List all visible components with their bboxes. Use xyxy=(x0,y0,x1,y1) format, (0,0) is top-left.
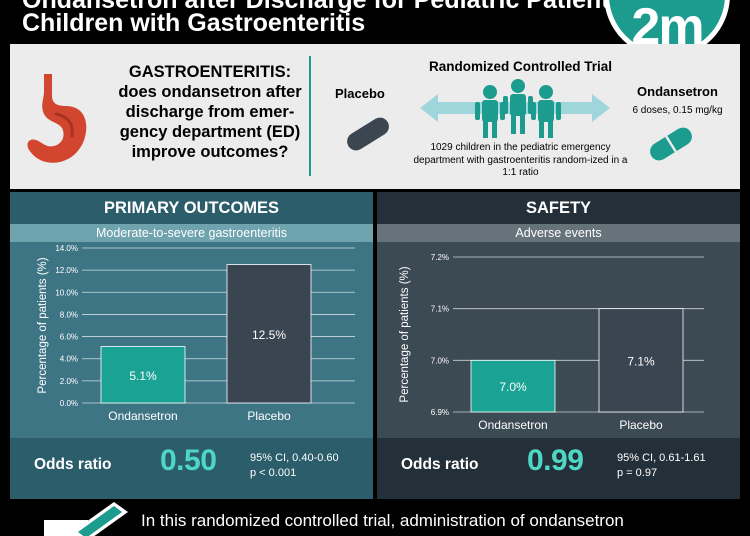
confidence-interval: 95% CI, 0.40-0.60 xyxy=(250,452,339,464)
odds-ratio-stats: 95% CI, 0.40-0.60 p < 0.001 xyxy=(250,451,339,481)
rct-description: 1029 children in the pediatric emergency… xyxy=(413,142,628,178)
y-tick-label: 12.0% xyxy=(55,266,78,275)
data-label: 5.1% xyxy=(129,369,157,383)
ondansetron-pill-icon xyxy=(650,127,692,161)
people-icon xyxy=(420,79,610,138)
y-tick-label: 2.0% xyxy=(60,377,78,386)
bar-placebo xyxy=(226,264,312,404)
rct-title: Randomized Controlled Trial xyxy=(428,59,612,74)
odds-ratio-stats: 95% CI, 0.61-1.61 p = 0.97 xyxy=(617,451,706,481)
intro-panel: GASTROENTERITIS: does ondansetron after … xyxy=(10,44,740,189)
y-axis-label: Percentage of patients (%) xyxy=(37,257,49,393)
safety-subheading: Adverse events xyxy=(377,224,740,242)
divider xyxy=(309,56,311,176)
y-tick-label: 6.0% xyxy=(60,333,78,342)
p-value: p < 0.001 xyxy=(250,467,297,479)
odds-ratio-value: 0.50 xyxy=(160,444,217,477)
x-category-label: Ondansetron xyxy=(108,409,177,423)
ondansetron-dose: 6 doses, 0.15 mg/kg xyxy=(632,105,723,116)
primary-outcomes-heading: PRIMARY OUTCOMES xyxy=(10,192,373,224)
data-label: 7.1% xyxy=(627,354,655,368)
odds-ratio-label: Odds ratio xyxy=(34,456,112,473)
p-value: p = 0.97 xyxy=(617,467,658,479)
y-tick-label: 14.0% xyxy=(55,244,78,253)
title-line-2: Children with Gastroenteritis xyxy=(22,9,366,37)
bar-placebo xyxy=(598,308,684,413)
y-axis-label: Percentage of patients (%) xyxy=(399,266,411,402)
journal-logo: 2m xyxy=(604,0,730,44)
bar-ondansetron xyxy=(470,359,556,413)
x-category-label: Placebo xyxy=(247,409,291,423)
header: Ondansetron after Discharge for Pediatri… xyxy=(0,0,750,44)
y-tick-label: 10.0% xyxy=(55,288,78,297)
ondansetron-label: Ondansetron xyxy=(637,84,718,99)
odds-ratio-label: Odds ratio xyxy=(401,456,479,473)
logo-text: 2m xyxy=(631,0,704,44)
pen-icon xyxy=(44,502,128,536)
data-label: 12.5% xyxy=(252,328,286,342)
conclusion-banner: In this randomized controlled trial, adm… xyxy=(0,499,750,536)
placebo-label: Placebo xyxy=(335,86,385,101)
confidence-interval: 95% CI, 0.61-1.61 xyxy=(617,452,706,464)
primary-outcomes-subheading: Moderate-to-severe gastroenteritis xyxy=(10,224,373,242)
placebo-pill-icon xyxy=(347,117,389,151)
y-tick-label: 7.2% xyxy=(431,253,449,262)
safety-odds-ratio: Odds ratio 0.99 95% CI, 0.61-1.61 p = 0.… xyxy=(377,438,740,499)
conclusion-text: In this randomized controlled trial, adm… xyxy=(141,511,624,530)
title-line-1: Ondansetron after Discharge for Pediatri… xyxy=(22,0,624,14)
primary-outcomes-panel: PRIMARY OUTCOMES Moderate-to-severe gast… xyxy=(10,192,373,499)
primary-outcome-chart: Percentage of patients (%) 0.0% 2.0% 4.0% 6.… xyxy=(37,244,355,423)
x-category-label: Placebo xyxy=(619,418,663,432)
odds-ratio-value: 0.99 xyxy=(527,444,584,477)
y-tick-label: 0.0% xyxy=(60,399,78,408)
x-category-label: Ondansetron xyxy=(478,418,547,432)
safety-chart: Percentage of patients (%) 6.9% 7.0% 7.1% 7.… xyxy=(399,253,704,432)
safety-panel: SAFETY Adverse events Percentage of pati… xyxy=(377,192,740,499)
bar-ondansetron xyxy=(100,346,186,404)
y-tick-label: 7.0% xyxy=(431,356,449,365)
safety-heading: SAFETY xyxy=(377,192,740,224)
y-tick-label: 8.0% xyxy=(60,310,78,319)
study-question: GASTROENTERITIS: does ondansetron after … xyxy=(118,63,302,161)
primary-odds-ratio: Odds ratio 0.50 95% CI, 0.40-0.60 p < 0.… xyxy=(10,438,373,499)
data-label: 7.0% xyxy=(499,380,527,394)
y-tick-label: 7.1% xyxy=(431,305,449,314)
y-tick-label: 4.0% xyxy=(60,355,78,364)
stomach-icon xyxy=(27,74,87,163)
y-tick-label: 6.9% xyxy=(431,408,449,417)
